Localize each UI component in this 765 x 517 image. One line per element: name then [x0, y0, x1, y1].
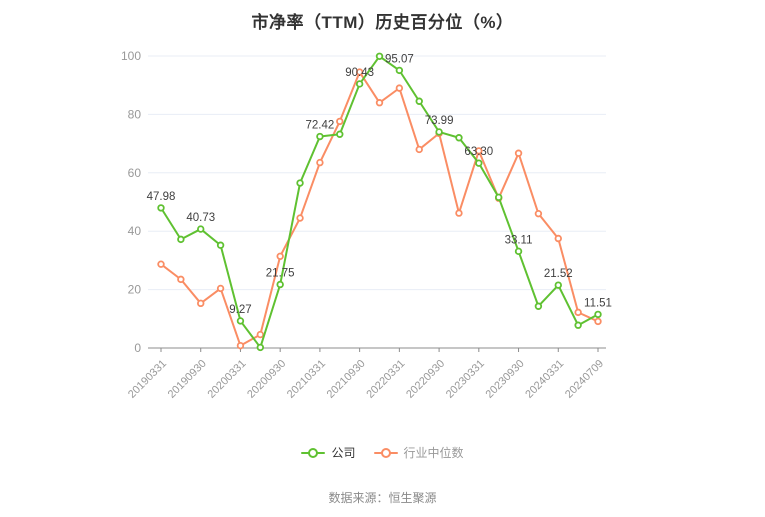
company-point[interactable]	[514, 247, 523, 256]
industry-point[interactable]	[415, 145, 423, 154]
x-axis-label: 20240331	[523, 358, 566, 401]
company-point[interactable]	[197, 225, 205, 233]
legend: 公司 行业中位数	[0, 447, 765, 459]
company-point[interactable]	[494, 193, 503, 202]
data-label: 21.75	[266, 267, 295, 279]
industry-point[interactable]	[236, 341, 245, 350]
legend-line-circle-icon	[301, 448, 326, 458]
company-point[interactable]	[475, 159, 483, 167]
company-point[interactable]	[316, 132, 324, 141]
industry-line	[160, 71, 599, 347]
company-point[interactable]	[157, 204, 165, 212]
industry-point[interactable]	[336, 117, 344, 126]
company-point[interactable]	[435, 128, 443, 136]
data-label: 33.11	[505, 234, 533, 246]
x-axis-label: 20240709	[563, 358, 606, 401]
industry-point[interactable]	[256, 330, 265, 339]
company-point[interactable]	[256, 343, 265, 352]
percentile-line-chart: 0 20 40 60 80 100 20190331 20190930 20200331 2020…	[121, 49, 612, 401]
data-label: 73.99	[425, 115, 454, 127]
x-axis-label: 20210930	[325, 358, 368, 401]
industry-point[interactable]	[197, 299, 205, 308]
company-point[interactable]	[574, 321, 582, 329]
x-axis-label: 20220331	[364, 358, 407, 401]
industry-point[interactable]	[534, 209, 543, 218]
legend-item-industry[interactable]: 行业中位数	[373, 446, 464, 460]
data-label: 63.30	[464, 146, 493, 158]
industry-point[interactable]	[216, 284, 225, 293]
x-axis-label: 20190930	[166, 358, 209, 401]
data-label: 9.27	[229, 304, 251, 316]
industry-point[interactable]	[355, 68, 364, 76]
data-source: 数据来源：恒生聚源	[328, 491, 437, 505]
industry-point[interactable]	[475, 147, 483, 155]
company-point[interactable]	[375, 52, 384, 60]
industry-point[interactable]	[276, 252, 284, 261]
company-point[interactable]	[415, 97, 423, 105]
legend-label: 公司	[331, 446, 356, 460]
data-label: 11.51	[584, 297, 612, 309]
industry-point[interactable]	[375, 99, 384, 107]
company-point[interactable]	[296, 179, 304, 187]
company-point[interactable]	[395, 66, 404, 75]
legend-line-circle-icon	[373, 448, 398, 458]
company-point[interactable]	[455, 134, 463, 142]
industry-point[interactable]	[594, 317, 602, 326]
y-axis-label: 40	[128, 224, 142, 238]
y-axis-label: 60	[128, 166, 142, 180]
data-label: 95.07	[385, 53, 414, 65]
y-axis-label: 100	[121, 49, 141, 63]
x-axis-label: 20200331	[205, 358, 248, 401]
industry-point[interactable]	[554, 234, 562, 243]
x-axis-label: 20230331	[444, 358, 487, 401]
company-point[interactable]	[276, 280, 284, 289]
legend-label: 行业中位数	[403, 446, 464, 460]
x-axis-label: 20190331	[126, 358, 169, 401]
company-point[interactable]	[177, 235, 185, 244]
x-axis-label: 20210331	[285, 358, 328, 401]
company-point[interactable]	[216, 241, 225, 249]
company-point[interactable]	[534, 302, 543, 310]
x-axis-label: 20220930	[404, 358, 447, 401]
company-point[interactable]	[336, 130, 344, 138]
y-axis-label: 0	[134, 341, 141, 355]
data-label: 90.43	[345, 67, 374, 79]
industry-point[interactable]	[395, 84, 404, 92]
company-point[interactable]	[355, 80, 364, 88]
industry-point[interactable]	[574, 308, 582, 317]
x-axis-label: 20200930	[245, 358, 288, 401]
data-label: 40.73	[186, 212, 215, 224]
industry-point[interactable]	[455, 209, 463, 217]
industry-point[interactable]	[514, 149, 523, 157]
company-point[interactable]	[236, 317, 245, 325]
company-point[interactable]	[594, 310, 602, 319]
data-label: 47.98	[147, 191, 176, 203]
y-axis-label: 20	[128, 283, 142, 297]
y-axis-label: 80	[128, 107, 142, 121]
company-point[interactable]	[554, 281, 562, 289]
legend-item-company[interactable]: 公司	[301, 446, 356, 460]
x-axis-label: 20230930	[484, 358, 527, 401]
chart-title: 市净率（TTM）历史百分位（%）	[251, 13, 514, 32]
data-label: 72.42	[306, 120, 335, 132]
industry-point[interactable]	[157, 260, 165, 268]
industry-point[interactable]	[316, 158, 324, 167]
industry-point[interactable]	[177, 275, 185, 284]
data-label: 21.52	[544, 268, 573, 280]
industry-point[interactable]	[296, 214, 304, 222]
